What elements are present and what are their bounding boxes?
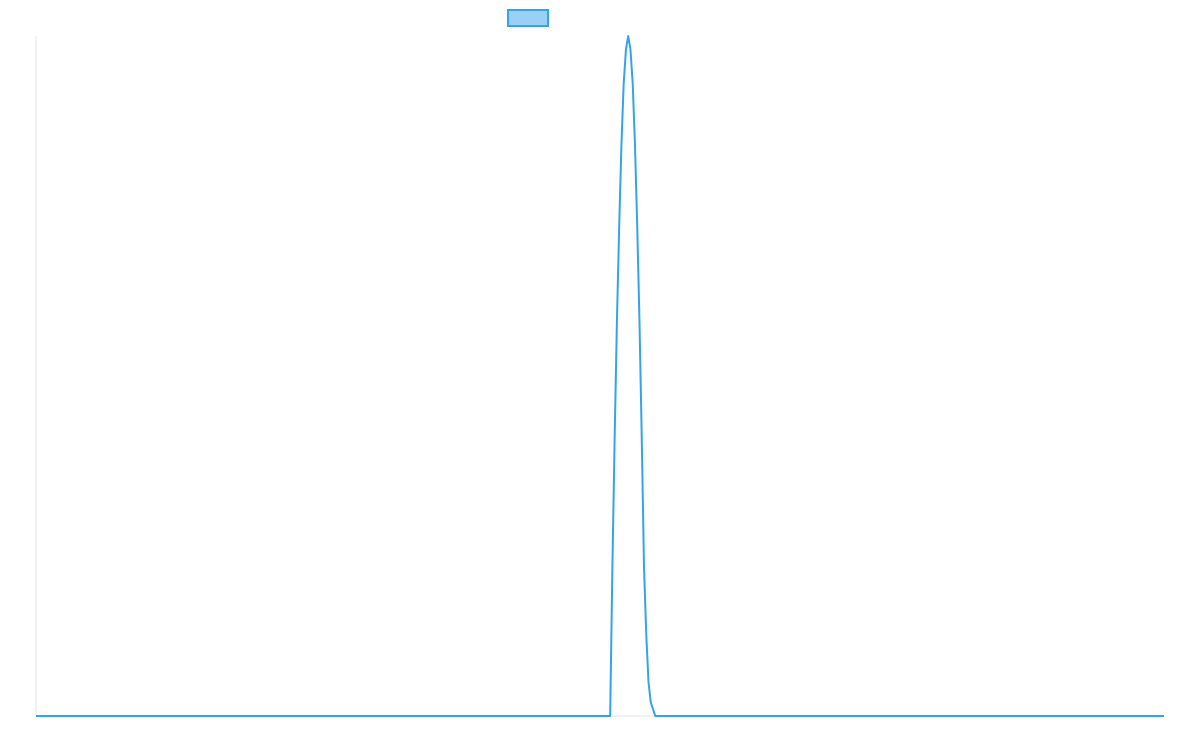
series-line-0: [36, 35, 1164, 717]
legend-swatch[interactable]: [507, 9, 549, 27]
axes: [35, 36, 1164, 717]
series-layer: [36, 35, 1164, 717]
legend: [507, 9, 549, 27]
